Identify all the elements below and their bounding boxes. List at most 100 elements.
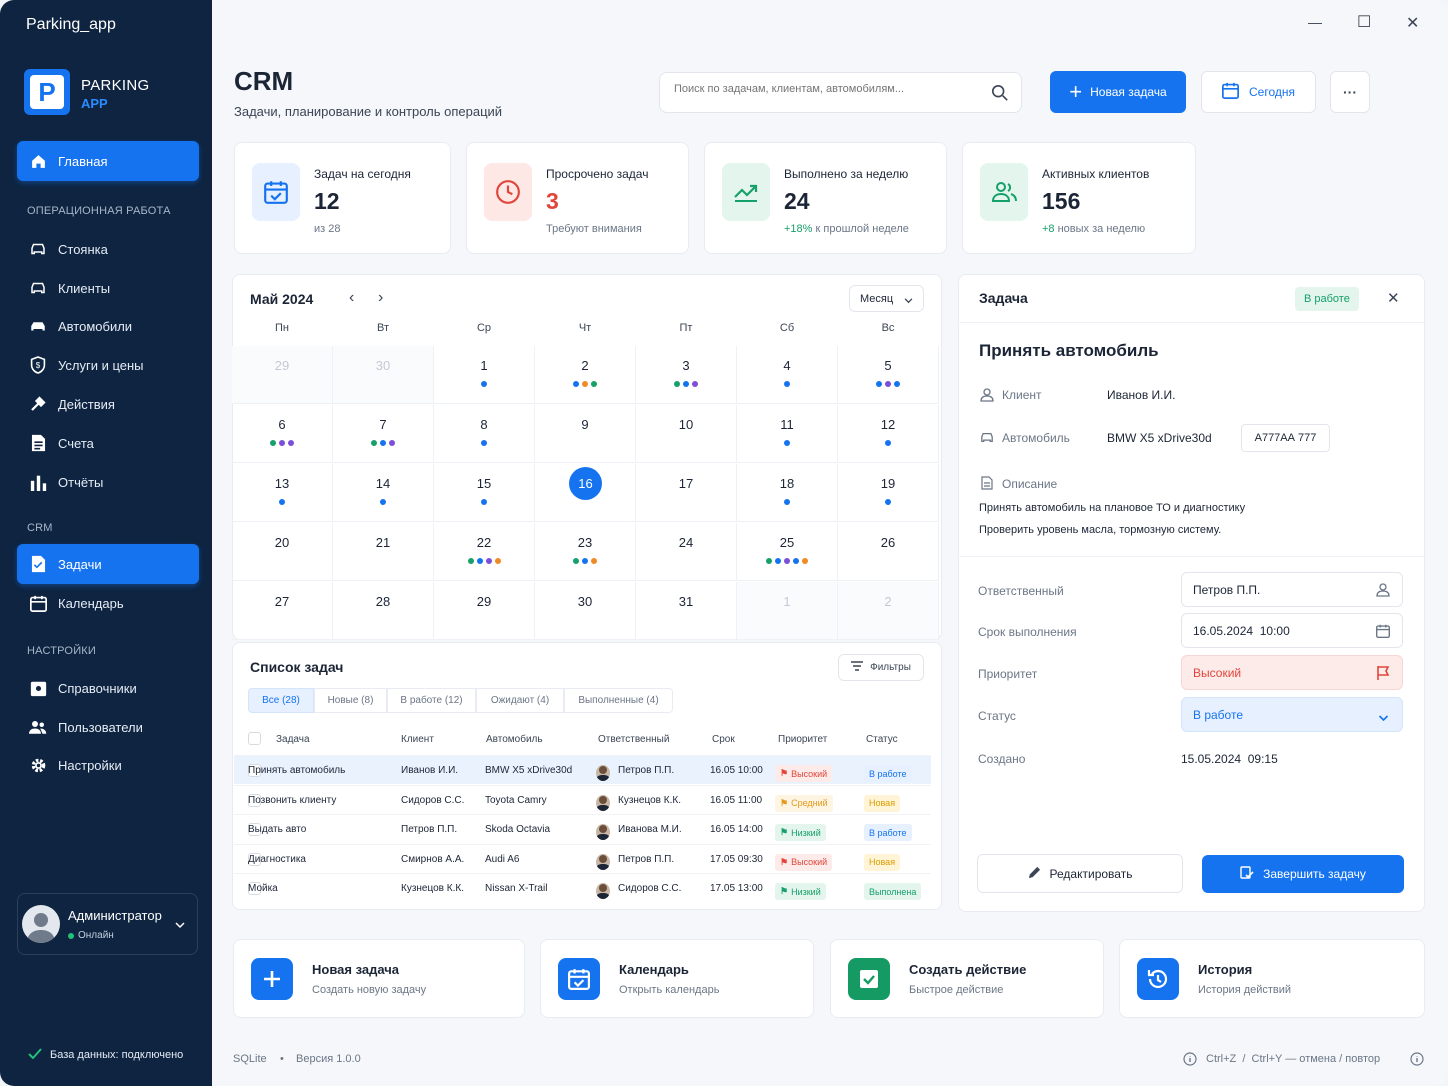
sidebar-item-cars[interactable]: Автомобили: [17, 306, 199, 346]
tab-completed[interactable]: Выполненные (4): [564, 688, 673, 713]
column-header-status[interactable]: Статус: [866, 734, 898, 745]
calendar-day[interactable]: 10: [636, 405, 737, 463]
calendar-view-select[interactable]: Месяц: [849, 285, 924, 312]
filters-button[interactable]: Фильтры: [838, 654, 924, 681]
column-header-car[interactable]: Автомобиль: [486, 734, 543, 745]
calendar-day[interactable]: 22: [434, 523, 535, 581]
calendar-day[interactable]: 6: [232, 405, 333, 463]
calendar-day[interactable]: 19: [838, 464, 939, 522]
calendar-day[interactable]: 7: [333, 405, 434, 463]
calendar-day[interactable]: 3: [636, 346, 737, 404]
responsible-field[interactable]: Петров П.П.: [1181, 572, 1403, 607]
calendar-day[interactable]: 8: [434, 405, 535, 463]
table-row[interactable]: Выдать авто Петров П.П. Skoda Octavia Ивано…: [234, 814, 931, 843]
calendar-day[interactable]: 23: [535, 523, 636, 581]
status-select[interactable]: В работе: [1181, 697, 1403, 732]
select-all-checkbox[interactable]: [248, 732, 261, 745]
calendar-day[interactable]: 2: [838, 582, 939, 640]
complete-task-button[interactable]: Завершить задачу: [1202, 855, 1404, 893]
priority-text: Низкий: [791, 886, 821, 897]
column-header-due[interactable]: Срок: [712, 734, 735, 745]
sidebar-item-invoices[interactable]: Счета: [17, 423, 199, 463]
quick-new-task[interactable]: Новая задача Создать новую задачу: [233, 939, 525, 1018]
sidebar-item-actions[interactable]: Действия: [17, 384, 199, 424]
task-owner: Кузнецов К.К.: [618, 794, 681, 806]
prev-month-button[interactable]: ‹: [349, 289, 355, 306]
today-button[interactable]: Сегодня: [1201, 71, 1316, 113]
quick-create-action[interactable]: Создать действие Быстрое действие: [830, 939, 1104, 1018]
calendar-day[interactable]: 1: [737, 582, 838, 640]
calendar-day[interactable]: 11: [737, 405, 838, 463]
sidebar-item-home[interactable]: Главная: [17, 141, 199, 181]
table-row[interactable]: Принять автомобиль Иванов И.И. BMW X5 xDri…: [234, 755, 931, 784]
calendar-day[interactable]: 9: [535, 405, 636, 463]
calendar-day[interactable]: 29: [434, 582, 535, 640]
column-header-task[interactable]: Задача: [276, 734, 310, 745]
edit-button[interactable]: Редактировать: [977, 854, 1183, 893]
calendar-day[interactable]: 1: [434, 346, 535, 404]
row-checkbox[interactable]: [248, 882, 261, 895]
calendar-day[interactable]: 4: [737, 346, 838, 404]
table-row[interactable]: Позвонить клиенту Сидоров С.С. Toyota Camr…: [234, 784, 931, 814]
tab-waiting[interactable]: Ожидают (4): [476, 688, 564, 713]
column-header-owner[interactable]: Ответственный: [598, 734, 670, 745]
calendar-day[interactable]: 13: [232, 464, 333, 522]
table-row[interactable]: Мойка Кузнецов К.К. Nissan X-Trail Сидоров …: [234, 873, 931, 902]
sidebar-item-references[interactable]: Справочники: [17, 668, 199, 708]
sidebar-item-settings[interactable]: Настройки: [17, 745, 199, 785]
user-menu[interactable]: Администратор Онлайн: [17, 893, 198, 955]
close-window-button[interactable]: ✕: [1406, 15, 1420, 32]
sidebar-item-clients[interactable]: Клиенты: [17, 268, 199, 308]
calendar-day[interactable]: 30: [333, 346, 434, 404]
minimize-button[interactable]: —: [1308, 14, 1322, 30]
priority-field[interactable]: Высокий: [1181, 655, 1403, 690]
calendar-day[interactable]: 26: [838, 523, 939, 581]
sidebar-item-reports[interactable]: Отчёты: [17, 462, 199, 502]
sidebar-item-parking[interactable]: Стоянка: [17, 229, 199, 269]
search-box[interactable]: [659, 72, 1022, 113]
column-header-priority[interactable]: Приоритет: [778, 734, 828, 745]
quick-history[interactable]: История История действий: [1119, 939, 1425, 1018]
due-field[interactable]: 16.05.2024 10:00: [1181, 613, 1403, 648]
search-input[interactable]: [674, 83, 974, 95]
calendar-day[interactable]: 18: [737, 464, 838, 522]
sidebar-item-services[interactable]: $ Услуги и цены: [17, 345, 199, 385]
calendar-day[interactable]: 31: [636, 582, 737, 640]
calendar-day[interactable]: 24: [636, 523, 737, 581]
table-row[interactable]: Диагностика Смирнов А.А. Audi A6 Петров П.П…: [234, 843, 931, 873]
calendar-day[interactable]: 16: [535, 464, 636, 522]
sidebar-item-calendar[interactable]: Календарь: [17, 583, 199, 623]
search-icon[interactable]: [991, 84, 1009, 107]
sidebar-item-users[interactable]: Пользователи: [17, 707, 199, 747]
calendar-day[interactable]: 28: [333, 582, 434, 640]
maximize-button[interactable]: ☐: [1357, 14, 1372, 31]
info-icon[interactable]: [1410, 1052, 1424, 1071]
row-checkbox[interactable]: [248, 823, 261, 836]
calendar-day[interactable]: 29: [232, 346, 333, 404]
calendar-day[interactable]: 30: [535, 582, 636, 640]
tab-new[interactable]: Новые (8): [314, 688, 387, 713]
tab-in-progress[interactable]: В работе (12): [387, 688, 476, 713]
calendar-day[interactable]: 27: [232, 582, 333, 640]
calendar-day[interactable]: 25: [737, 523, 838, 581]
calendar-day[interactable]: 5: [838, 346, 939, 404]
tab-all[interactable]: Все (28): [248, 688, 314, 713]
calendar-day[interactable]: 2: [535, 346, 636, 404]
calendar-day[interactable]: 17: [636, 464, 737, 522]
calendar-day[interactable]: 14: [333, 464, 434, 522]
sidebar-item-tasks[interactable]: Задачи: [17, 544, 199, 584]
new-task-button[interactable]: + Новая задача: [1050, 71, 1186, 113]
row-checkbox[interactable]: [248, 764, 261, 777]
calendar-day[interactable]: 15: [434, 464, 535, 522]
close-detail-button[interactable]: ✕: [1387, 290, 1400, 307]
quick-calendar[interactable]: Календарь Открыть календарь: [540, 939, 814, 1018]
next-month-button[interactable]: ›: [378, 289, 384, 306]
column-header-client[interactable]: Клиент: [401, 734, 434, 745]
calendar-day[interactable]: 12: [838, 405, 939, 463]
row-checkbox[interactable]: [248, 852, 261, 866]
calendar-icon: [1222, 82, 1239, 102]
row-checkbox[interactable]: [248, 793, 261, 807]
calendar-day[interactable]: 20: [232, 523, 333, 581]
more-button[interactable]: ···: [1330, 71, 1370, 113]
calendar-day[interactable]: 21: [333, 523, 434, 581]
